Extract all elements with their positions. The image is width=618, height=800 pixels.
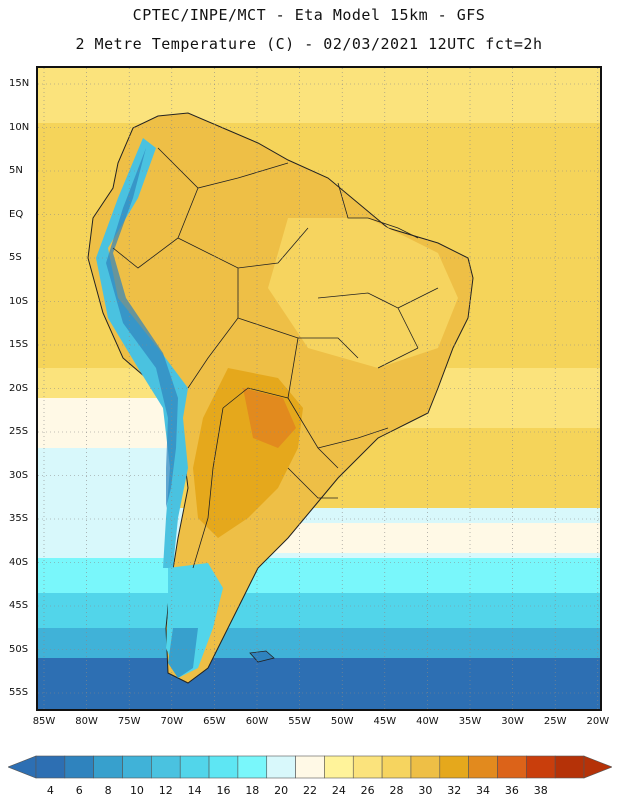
colorbar-segment — [381, 755, 412, 779]
falkland-islands — [249, 650, 275, 663]
longitude-label: 30W — [501, 716, 524, 727]
ocean-band-16 — [38, 558, 600, 593]
coordinate-grid — [38, 68, 600, 709]
longitude-label: 60W — [245, 716, 269, 727]
latitude-label: 15S — [9, 339, 29, 350]
colorbar-segment — [295, 755, 325, 779]
colorbar-tick-label: 18 — [245, 784, 260, 797]
ocean-north-band — [38, 68, 600, 123]
patagonia-coldest-region — [168, 628, 198, 678]
latitude-label: 35S — [9, 513, 29, 524]
colorbar-tick-label: 38 — [533, 784, 548, 797]
colorbar-tick-label: 16 — [216, 784, 231, 797]
map-title-line2: 2 Metre Temperature (C) - 02/03/2021 12U… — [75, 35, 543, 53]
colorbar-segment — [410, 755, 441, 779]
colorbar-segment — [266, 755, 296, 779]
longitude-label: 80W — [75, 716, 98, 727]
colorbar-tick-label: 34 — [476, 784, 491, 797]
latitude-label: 25S — [9, 426, 29, 437]
temperature-colorbar — [8, 755, 612, 779]
country-borders — [112, 147, 439, 569]
colorbar-segment — [64, 755, 94, 779]
longitude-label: 35W — [458, 716, 482, 727]
colorbar-segment — [468, 755, 498, 779]
latitude-label: 40S — [9, 556, 29, 568]
colorbar-tick-label: 20 — [274, 784, 289, 797]
hottest-interior-region — [243, 388, 296, 448]
colorbar-min-arrow — [8, 755, 37, 779]
map-title-line1: CPTEC/INPE/MCT - Eta Model 15km - GFS — [132, 6, 486, 24]
latitude-label: 5N — [9, 165, 23, 176]
latitude-label: 55S — [9, 687, 29, 698]
colorbar-tick-label: 8 — [104, 784, 112, 797]
colorbar-tick-label: 10 — [129, 784, 144, 797]
colorbar-tick-label: 26 — [360, 784, 375, 797]
colorbar-segment — [439, 755, 469, 779]
colorbar-segment — [35, 755, 66, 779]
latitude-label: 10S — [9, 295, 29, 307]
colorbar-segment — [554, 755, 585, 779]
colorbar-tick-label: 22 — [303, 784, 317, 797]
colorbar-tick-label: 4 — [46, 784, 54, 797]
longitude-label: 70W — [160, 716, 184, 727]
latitude-label: 15N — [9, 78, 30, 89]
colorbar-segment — [179, 755, 210, 779]
longitude-label: 75W — [117, 716, 141, 727]
longitude-label: 25W — [543, 716, 567, 727]
latitude-label: 10N — [9, 121, 30, 133]
colorbar-segment — [497, 755, 527, 779]
colorbar-segment — [208, 755, 239, 779]
latitude-label: EQ — [9, 208, 24, 220]
ocean-band-10 — [38, 628, 600, 658]
colorbar-tick-label: 12 — [158, 784, 173, 797]
colorbar-tick-label: 6 — [75, 784, 83, 797]
colorbar-segment — [151, 755, 181, 779]
colorbar-tick-label: 32 — [447, 784, 462, 797]
latitude-label: 5S — [9, 252, 22, 263]
longitude-label: 85W — [32, 716, 56, 727]
longitude-label: 50W — [330, 716, 354, 727]
colorbar-tick-label: 28 — [389, 784, 404, 797]
colorbar-tick-label: 36 — [504, 784, 519, 797]
warm-amazon-region — [268, 218, 458, 368]
colorbar-segment — [237, 755, 268, 779]
latitude-label: 30S — [9, 469, 29, 481]
ocean-pacific-cooler — [38, 448, 178, 518]
andes-coldest-strip — [106, 148, 178, 508]
map-canvas — [38, 68, 600, 709]
longitude-label: 40W — [416, 716, 439, 727]
latitude-label: 45S — [9, 600, 29, 611]
colorbar-max-arrow — [583, 755, 612, 779]
longitude-label: 65W — [203, 716, 226, 727]
colorbar-segment — [526, 755, 556, 779]
ocean-band-14 — [38, 593, 600, 628]
colorbar-tick-label: 24 — [331, 784, 346, 797]
colorbar-tick-label: 30 — [418, 784, 433, 797]
temperature-map — [36, 66, 602, 711]
latitude-label: 20S — [9, 382, 29, 394]
colorbar-segment — [122, 755, 152, 779]
andes-cold-strip — [96, 138, 188, 568]
longitude-label: 45W — [373, 716, 397, 727]
latitude-label: 50S — [9, 643, 29, 655]
colorbar-segment — [93, 755, 123, 779]
colorbar-segment — [324, 755, 354, 779]
colorbar-segment — [352, 755, 383, 779]
colorbar-tick-label: 14 — [187, 784, 202, 797]
longitude-label: 20W — [586, 716, 610, 727]
longitude-label: 55W — [288, 716, 311, 727]
ocean-band-4 — [38, 658, 600, 709]
